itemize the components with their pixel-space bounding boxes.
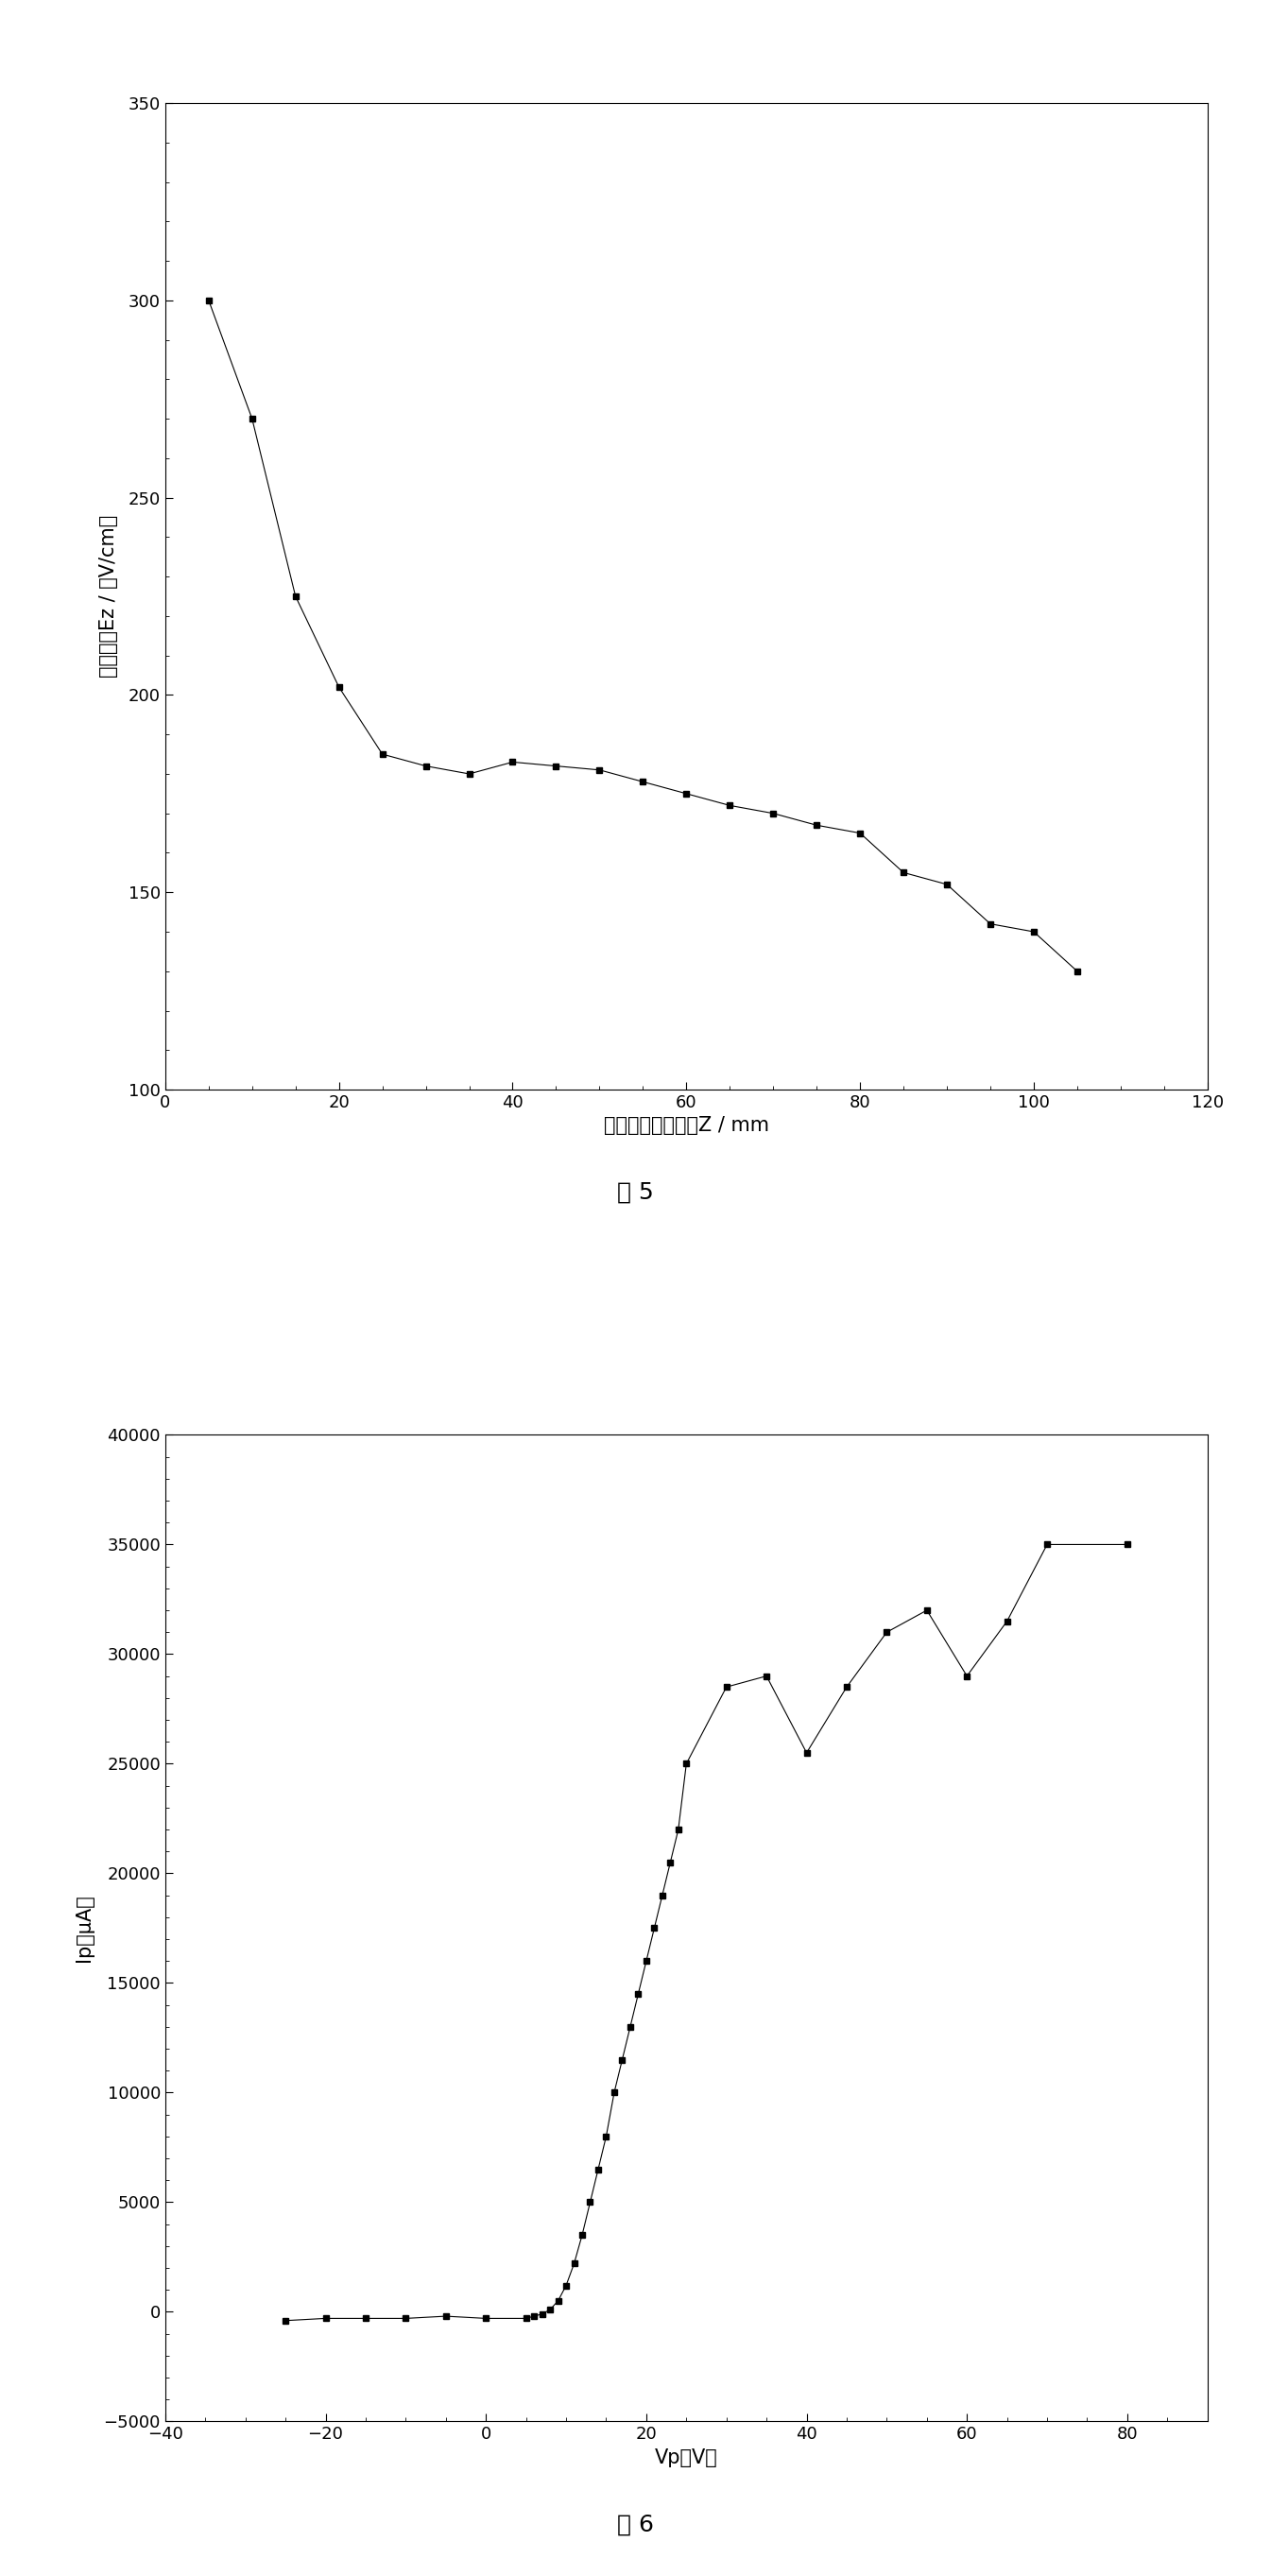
Y-axis label: 电场强度Ez / （V/cm）: 电场强度Ez / （V/cm） [99,515,118,677]
X-axis label: 陶瓷窗正下方距离Z / mm: 陶瓷窗正下方距离Z / mm [604,1115,769,1136]
Y-axis label: Ip（μA）: Ip（μA） [74,1893,93,1963]
Text: 图 6: 图 6 [618,2514,653,2535]
Text: 图 5: 图 5 [618,1182,653,1203]
X-axis label: Vp（V）: Vp（V） [655,2447,718,2468]
